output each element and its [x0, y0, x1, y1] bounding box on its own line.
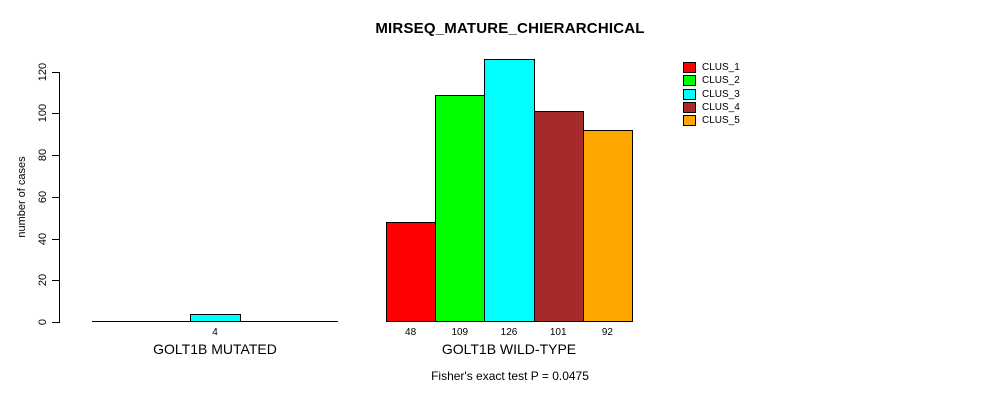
- y-tick: [52, 238, 60, 240]
- legend-item-clus_2: CLUS_2: [683, 74, 740, 87]
- bar-clus_4: [533, 111, 584, 322]
- legend-label: CLUS_5: [702, 115, 740, 127]
- bar-clus_3: [190, 313, 241, 322]
- legend-item-clus_5: CLUS_5: [683, 114, 740, 127]
- y-tick: [52, 322, 60, 323]
- y-axis-label: number of cases: [16, 156, 28, 238]
- fisher-test-note: Fisher's exact test P = 0.0475: [431, 369, 589, 383]
- legend-item-clus_3: CLUS_3: [683, 88, 740, 101]
- legend-label: CLUS_4: [702, 102, 740, 114]
- y-tick-label: 60: [37, 190, 49, 203]
- legend-item-clus_4: CLUS_4: [683, 101, 740, 114]
- bar-value-label: 101: [549, 327, 567, 338]
- y-tick-label: 100: [37, 104, 49, 123]
- legend-label: CLUS_2: [702, 75, 740, 87]
- bar-value-label: 126: [500, 327, 518, 338]
- legend-item-clus_1: CLUS_1: [683, 61, 740, 74]
- y-tick: [52, 113, 60, 115]
- legend-label: CLUS_3: [702, 88, 740, 100]
- y-tick: [52, 196, 60, 198]
- y-tick: [52, 155, 60, 157]
- y-tick-label: 40: [37, 232, 49, 245]
- y-tick-label: 80: [37, 148, 49, 162]
- bar-value-label: 48: [405, 327, 417, 338]
- bar-value-label: 109: [451, 327, 469, 338]
- legend-swatch-icon: [683, 115, 696, 127]
- bar-clus_1: [386, 221, 437, 322]
- category-label: GOLT1B WILD-TYPE: [441, 341, 577, 357]
- legend-swatch-icon: [683, 62, 696, 74]
- legend-swatch-icon: [683, 88, 696, 100]
- legend-label: CLUS_1: [702, 62, 740, 74]
- y-tick-label: 0: [37, 318, 49, 326]
- bar-clus_5: [582, 129, 633, 322]
- legend: CLUS_1 CLUS_2 CLUS_3 CLUS_4 CLUS_5: [683, 61, 740, 127]
- bar-value-label: 92: [601, 327, 613, 338]
- legend-swatch-icon: [683, 102, 696, 114]
- bar-value-label: 4: [212, 327, 218, 338]
- chart-title: MIRSEQ_MATURE_CHIERARCHICAL: [375, 20, 645, 37]
- legend-swatch-icon: [683, 75, 696, 87]
- y-tick-label: 20: [37, 274, 49, 287]
- bar-clus_3: [484, 59, 535, 322]
- y-tick: [52, 71, 60, 73]
- category-label: GOLT1B MUTATED: [153, 341, 277, 357]
- y-tick: [52, 280, 60, 282]
- bar-clus_2: [435, 94, 486, 322]
- y-tick-label: 120: [37, 62, 49, 81]
